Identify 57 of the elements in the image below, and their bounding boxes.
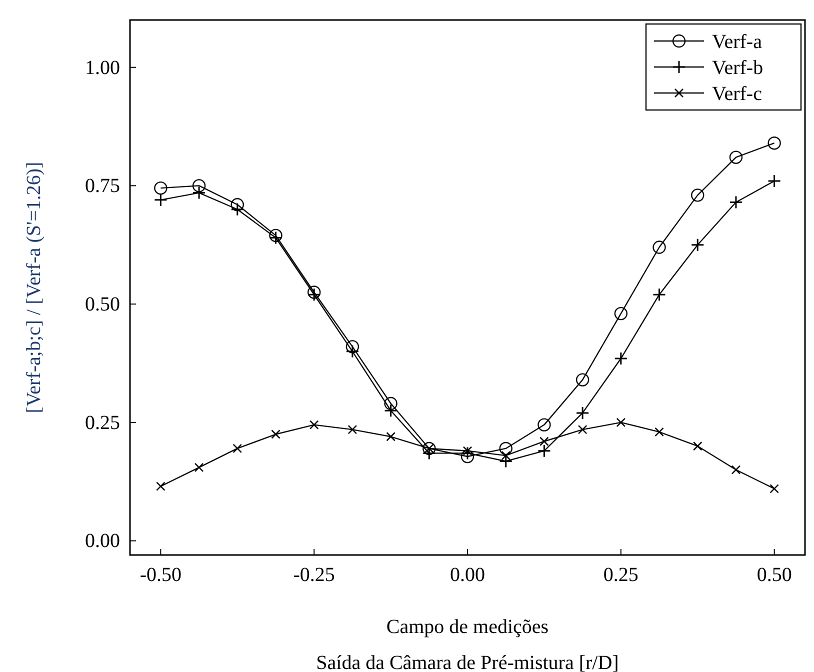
x-axis-title: Campo de medições Saída da Câmara de Pré-mistura [r/D] [316,616,619,672]
point [346,340,360,354]
point [348,424,358,434]
point [770,484,779,494]
point [654,427,664,437]
point [729,196,743,210]
point [652,288,666,302]
legend-label: Verf-a [712,31,762,53]
legend-label: Verf-b [712,57,764,79]
point [232,444,242,454]
point [499,442,512,456]
point [691,188,704,202]
point [729,150,743,164]
legend-label: Verf-c [712,83,762,105]
point [768,136,781,150]
point [309,420,319,430]
point [576,406,590,420]
point [386,432,396,442]
point [156,482,166,491]
point [269,228,282,242]
point [230,198,244,212]
point [154,181,168,195]
point [731,465,741,474]
y-tick-label: 0.50 [85,293,120,316]
y-tick-label: 0.75 [85,175,120,198]
y-tick-label: 0.00 [85,530,120,552]
point [614,352,628,366]
y-tick-label: 1.00 [85,56,120,79]
y-axis-title: [Verf-a;b;c] / [Verf-a (S'=1.26)] [23,162,45,414]
point [578,424,588,434]
point [192,179,206,192]
x-tick-label: 0.00 [450,564,485,586]
x-tick-label: 0.50 [756,564,792,586]
y-tick-label: 0.25 [85,412,120,434]
point [616,418,626,428]
point [690,238,704,252]
point [154,193,168,207]
point [384,404,398,418]
point [768,174,782,188]
point [192,186,206,200]
point [537,444,551,458]
point [307,286,321,299]
point [271,430,280,439]
point [194,462,204,472]
point [692,441,702,451]
point [576,373,590,386]
point [501,450,510,460]
point [462,446,472,456]
point [614,306,628,320]
point [652,240,666,254]
point [384,396,398,410]
x-tick-label: 0.25 [603,564,638,586]
point [540,436,549,446]
point [538,418,551,432]
x-tick-label: -0.50 [140,564,182,586]
point [460,450,474,464]
x-tick-label: -0.25 [293,564,335,586]
